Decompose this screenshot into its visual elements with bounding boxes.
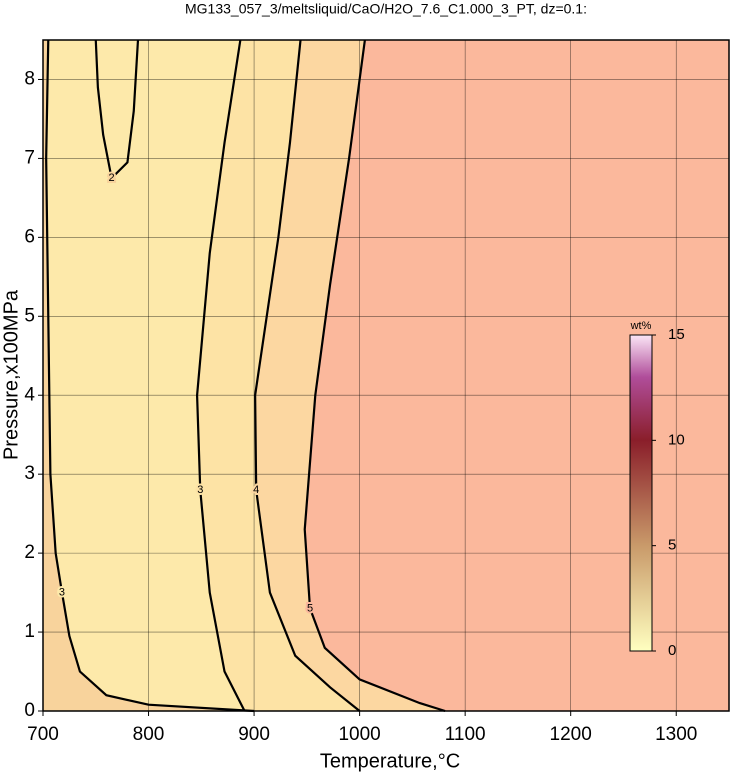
y-axis-label: Pressure,x100MPa bbox=[0, 289, 22, 460]
colorbar-tick-label: 0 bbox=[668, 642, 676, 659]
contour-line bbox=[254, 39, 361, 712]
y-tick-label: 4 bbox=[24, 384, 35, 405]
y-tick-label: 0 bbox=[24, 700, 35, 721]
x-tick-label: 700 bbox=[27, 724, 59, 745]
y-tick-label: 1 bbox=[24, 621, 35, 642]
x-tick-label: 900 bbox=[238, 724, 270, 745]
x-tick-label: 1000 bbox=[338, 724, 380, 745]
y-tick-label: 2 bbox=[24, 542, 35, 563]
colorbar-tick-label: 15 bbox=[668, 326, 685, 343]
x-tick-label: 1200 bbox=[550, 724, 592, 745]
contour-label: 3 bbox=[197, 484, 203, 496]
colorbar-tick-label: 10 bbox=[668, 431, 685, 448]
contour-line bbox=[94, 39, 140, 181]
chart-title: MG133_057_3/meltsliquid/CaO/H2O_7.6_C1.0… bbox=[185, 1, 587, 17]
y-tick-label: 5 bbox=[24, 305, 35, 326]
colorbar-label: wt% bbox=[630, 320, 652, 332]
contour-label: 2 bbox=[109, 172, 115, 184]
x-tick-label: 800 bbox=[133, 724, 165, 745]
x-axis-label: Temperature,°C bbox=[320, 750, 460, 772]
contour-fill bbox=[304, 40, 729, 711]
plot-frame bbox=[42, 39, 730, 712]
contour-line bbox=[195, 39, 246, 712]
y-tick-label: 6 bbox=[24, 226, 35, 247]
y-tick-label: 7 bbox=[24, 147, 35, 168]
colorbar bbox=[629, 334, 653, 652]
contour-label: 3 bbox=[59, 586, 65, 598]
contour-label: 5 bbox=[307, 602, 313, 614]
y-tick-label: 8 bbox=[24, 68, 35, 89]
contour-line bbox=[45, 39, 255, 713]
x-tick-label: 1300 bbox=[655, 724, 697, 745]
x-tick-label: 1100 bbox=[445, 724, 486, 745]
contour-label: 4 bbox=[253, 484, 259, 496]
colorbar-tick-label: 5 bbox=[668, 537, 676, 554]
contour-line bbox=[303, 39, 446, 713]
y-tick-label: 3 bbox=[24, 463, 35, 484]
